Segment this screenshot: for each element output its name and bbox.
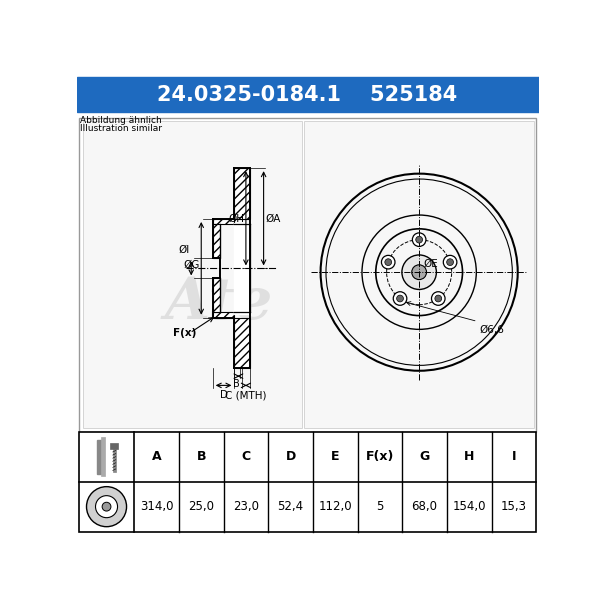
Circle shape [102,502,111,511]
Bar [213,312,235,317]
Circle shape [412,265,427,280]
Circle shape [86,487,127,527]
Circle shape [393,292,407,305]
Bar [97,440,101,473]
Bar [113,449,116,472]
Circle shape [385,259,392,266]
Bar [235,168,250,219]
Text: Ø6,6: Ø6,6 [479,325,504,335]
Text: ØI: ØI [178,244,190,254]
Circle shape [402,255,436,289]
Circle shape [382,256,395,269]
Text: F(x): F(x) [365,450,394,463]
Circle shape [431,292,445,305]
Text: F(x): F(x) [173,328,196,338]
Text: ØH: ØH [229,213,244,223]
Circle shape [412,233,426,247]
Text: C: C [241,450,250,463]
Text: D: D [286,450,296,463]
Text: 24.0325-0184.1    525184: 24.0325-0184.1 525184 [157,85,458,105]
Text: I: I [512,450,516,463]
Circle shape [435,295,442,302]
Text: A: A [152,450,161,463]
Bar [213,219,235,224]
Text: Illustration similar: Illustration similar [80,124,163,133]
Text: B: B [233,379,240,389]
Bar [213,278,220,312]
Text: H: H [464,450,475,463]
Text: 112,0: 112,0 [319,500,352,513]
Text: 25,0: 25,0 [188,500,214,513]
Circle shape [443,256,457,269]
Text: 68,0: 68,0 [412,500,437,513]
Bar [79,118,536,433]
Bar [213,224,220,259]
Text: 23,0: 23,0 [233,500,259,513]
Bar [79,431,536,532]
Text: 154,0: 154,0 [452,500,486,513]
Circle shape [95,496,118,518]
Bar [235,317,250,368]
Text: C (MTH): C (MTH) [225,390,266,400]
Text: ØA: ØA [266,213,281,223]
Text: Abbildung ähnlich: Abbildung ähnlich [80,116,162,125]
Text: D: D [220,390,227,400]
Text: ØE: ØE [423,259,438,268]
Text: G: G [419,450,430,463]
Bar [83,121,302,428]
Text: 52,4: 52,4 [277,500,304,513]
Bar [77,77,539,112]
Bar [110,443,118,449]
Bar [235,223,250,314]
Bar [304,121,534,428]
Circle shape [446,259,454,266]
Bar [101,437,105,476]
Text: Ate: Ate [165,275,273,331]
Circle shape [416,236,422,243]
Text: E: E [331,450,340,463]
Circle shape [397,295,403,302]
Text: B: B [196,450,206,463]
Text: 314,0: 314,0 [140,500,173,513]
Text: 5: 5 [376,500,383,513]
Text: ØG: ØG [184,259,200,269]
Text: 15,3: 15,3 [501,500,527,513]
